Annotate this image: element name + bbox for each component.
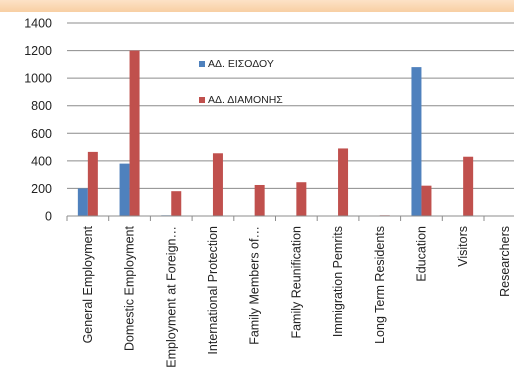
bar-entry — [411, 67, 422, 216]
y-tick-label: 800 — [31, 99, 52, 113]
header-band — [0, 0, 514, 12]
bar-entry — [77, 188, 88, 216]
x-category-label: Long Term Residents — [373, 226, 387, 344]
x-category-label: Researchers — [498, 226, 512, 297]
y-tick-label: 1400 — [24, 17, 52, 31]
x-category-label: Family Members of… — [248, 226, 262, 345]
y-axis-ticks: 0 200 400 600 800 1000 1200 1400 — [24, 17, 52, 224]
x-category-label: Visitors — [456, 226, 470, 267]
bar-residence — [296, 182, 307, 216]
x-category-label: International Protection — [206, 226, 220, 355]
bar-residence — [129, 50, 140, 217]
legend: ΑΔ. ΕΙΣΟΔΟΥ ΑΔ. ΔΙΑΜΟΝΗΣ — [199, 58, 283, 106]
legend-swatch-residence — [199, 97, 205, 103]
y-tick-label: 0 — [45, 210, 52, 224]
x-category-label: Immigration Pemrits — [331, 226, 345, 337]
legend-label-residence: ΑΔ. ΔΙΑΜΟΝΗΣ — [208, 94, 283, 106]
bar-entry — [119, 163, 130, 216]
x-category-label: Family Reunification — [289, 226, 303, 339]
y-tick-label: 1000 — [24, 72, 52, 86]
x-axis-labels: General Employment Domestic Employment Emp… — [81, 225, 512, 368]
bar-residence — [463, 156, 474, 216]
x-category-label: General Employment — [81, 225, 95, 343]
y-tick-label: 1200 — [24, 44, 52, 58]
bars — [77, 50, 474, 217]
bar-residence — [254, 184, 265, 216]
bar-residence — [338, 148, 349, 216]
bar-residence — [87, 151, 98, 216]
bar-residence — [421, 185, 432, 216]
legend-swatch-entry — [199, 61, 205, 67]
x-category-label: Domestic Employment — [123, 225, 137, 351]
bar-residence — [171, 191, 182, 216]
x-category-label: Employment at Foreign… — [164, 226, 178, 368]
x-category-label: Education — [414, 226, 428, 282]
legend-label-entry: ΑΔ. ΕΙΣΟΔΟΥ — [208, 58, 274, 70]
y-tick-label: 600 — [31, 127, 52, 141]
bar-residence — [212, 153, 223, 216]
y-tick-label: 400 — [31, 154, 52, 168]
y-tick-label: 200 — [31, 182, 52, 196]
